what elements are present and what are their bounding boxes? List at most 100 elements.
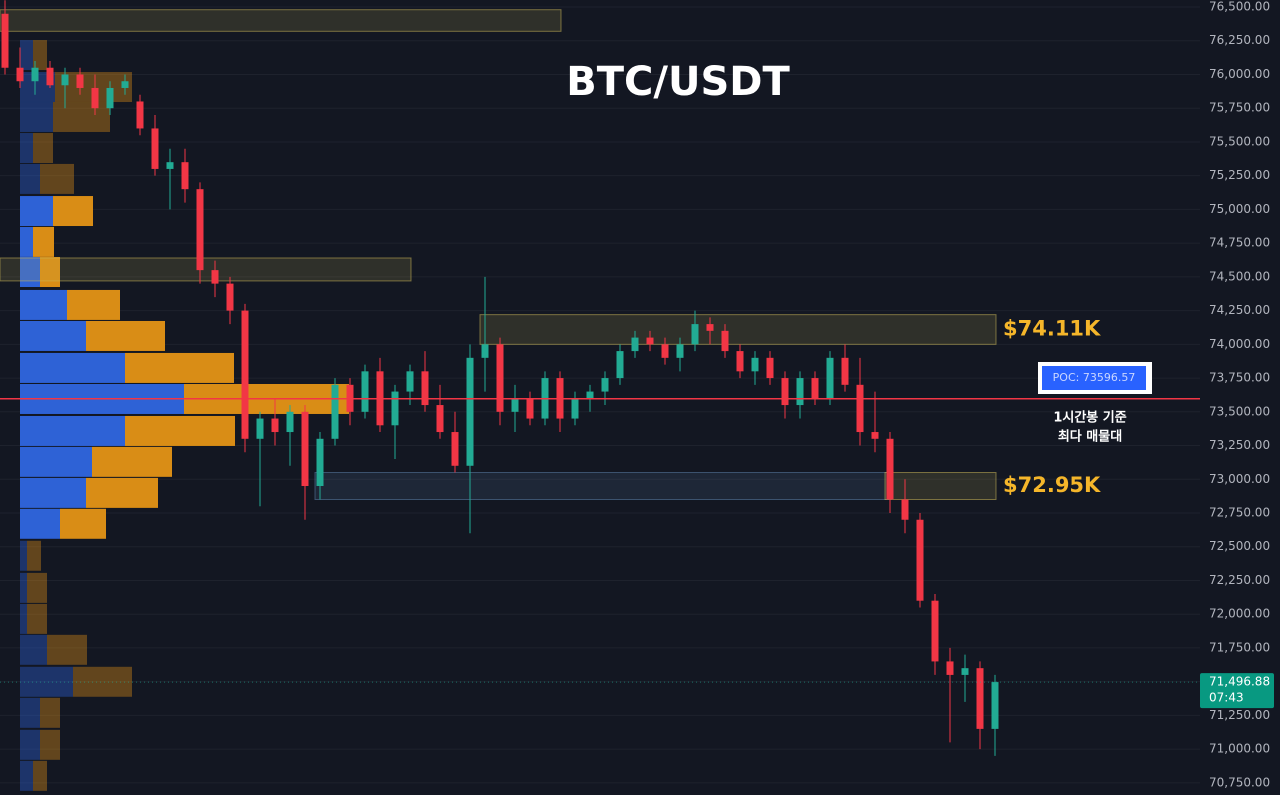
candle-body	[886, 438, 894, 500]
zone	[884, 472, 997, 501]
profile-sell	[47, 634, 87, 665]
profile-sell	[60, 508, 106, 539]
candle-body	[166, 162, 174, 169]
candle-body	[121, 81, 129, 88]
profile-buy	[20, 101, 53, 132]
price-annotation: $74.11K	[1003, 316, 1101, 340]
poc-label: POC: 73596.57	[1053, 371, 1136, 384]
candle-body	[361, 371, 369, 412]
candle-body	[826, 357, 834, 399]
candle-body	[181, 162, 189, 190]
candle-body	[481, 344, 489, 358]
profile-sell	[53, 196, 93, 227]
candle-body	[616, 351, 624, 379]
profile-sell	[33, 760, 47, 791]
profile-buy	[20, 446, 92, 477]
profile-buy	[20, 196, 53, 227]
candle-body	[841, 357, 849, 385]
y-tick-label: 71,000.00	[1209, 742, 1270, 756]
candle-body	[46, 67, 54, 86]
profile-sell	[53, 101, 110, 132]
candle-body	[856, 384, 864, 433]
profile-sell	[86, 320, 165, 351]
y-tick-label: 75,500.00	[1209, 134, 1270, 148]
profile-sell	[86, 477, 158, 508]
profile-sell	[33, 226, 54, 257]
candle-body	[706, 324, 714, 331]
y-tick-label: 75,750.00	[1209, 101, 1270, 115]
candle-body	[661, 344, 669, 358]
candle-body	[226, 283, 234, 311]
last-price-bg	[1200, 673, 1274, 709]
candle-body	[1, 13, 9, 68]
poc-label-bg	[1042, 366, 1146, 390]
profile-sell	[33, 133, 53, 164]
poc-note: 1시간봉 기준	[1053, 410, 1126, 426]
y-tick-label: 73,000.00	[1209, 472, 1270, 486]
profile-buy	[20, 729, 40, 760]
y-tick-label: 70,750.00	[1209, 775, 1270, 789]
candle-body	[391, 391, 399, 426]
candle-body	[526, 398, 534, 419]
candle-body	[646, 337, 654, 345]
y-tick-label: 74,500.00	[1209, 269, 1270, 283]
y-tick-label: 76,500.00	[1209, 0, 1270, 14]
profile-sell	[40, 163, 74, 194]
candle-body	[571, 398, 579, 419]
profile-sell	[40, 697, 60, 728]
candle-body	[496, 344, 504, 412]
y-tick-label: 74,000.00	[1209, 337, 1270, 351]
candle-body	[691, 324, 699, 345]
candle-body	[451, 432, 459, 466]
profile-buy	[20, 40, 33, 71]
candle-body	[796, 378, 804, 406]
candle-body	[406, 371, 414, 392]
y-tick-label: 73,250.00	[1209, 438, 1270, 452]
candle-body	[946, 661, 954, 675]
candle-body	[61, 74, 69, 86]
candle-body	[676, 344, 684, 358]
candle-body	[916, 519, 924, 601]
zone	[0, 257, 412, 282]
chart-title: BTC/USDT	[566, 59, 790, 105]
candle-body	[91, 87, 99, 109]
profile-buy	[20, 697, 40, 728]
y-tick-label: 74,750.00	[1209, 236, 1270, 250]
profile-sell	[27, 540, 41, 571]
profile-sell	[27, 572, 47, 603]
profile-sell	[40, 257, 60, 288]
candle-body	[976, 668, 984, 729]
y-tick-label: 71,750.00	[1209, 640, 1270, 654]
candle-body	[256, 418, 264, 439]
candle-body	[511, 398, 519, 412]
profile-buy	[20, 603, 27, 634]
y-tick-label: 72,750.00	[1209, 505, 1270, 519]
candle-body	[871, 432, 879, 439]
y-tick-label: 76,000.00	[1209, 67, 1270, 81]
profile-buy	[20, 133, 33, 164]
profile-buy	[20, 257, 40, 288]
profile-sell	[125, 415, 235, 446]
y-tick-label: 71,250.00	[1209, 708, 1270, 722]
candle-body	[31, 67, 39, 82]
profile-buy	[20, 226, 33, 257]
candle-body	[721, 330, 729, 352]
candle-body	[76, 74, 84, 88]
profile-buy	[20, 415, 125, 446]
profile-sell	[92, 446, 172, 477]
candle-body	[16, 67, 24, 82]
profile-buy	[20, 320, 86, 351]
candle-body	[241, 310, 249, 439]
candle-body	[781, 378, 789, 406]
y-tick-label: 72,250.00	[1209, 573, 1270, 587]
candle-body	[631, 337, 639, 352]
candle-body	[136, 101, 144, 129]
y-tick-label: 75,250.00	[1209, 168, 1270, 182]
zones	[0, 9, 997, 501]
profile-sell	[33, 40, 47, 71]
candle-body	[736, 351, 744, 372]
y-tick-label: 73,750.00	[1209, 371, 1270, 385]
candle-body	[316, 438, 324, 487]
